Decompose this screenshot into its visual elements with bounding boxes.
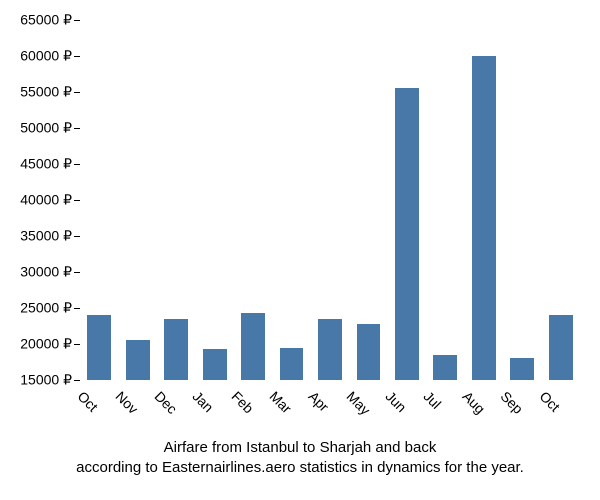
- x-tick-label: Sep: [498, 388, 527, 417]
- bar: [164, 319, 188, 380]
- y-tick-label: 65000 ₽: [20, 12, 80, 29]
- bar: [395, 88, 419, 380]
- x-tick-label: Aug: [459, 388, 488, 417]
- bar: [87, 315, 111, 380]
- caption-line-2: according to Easternairlines.aero statis…: [0, 458, 600, 478]
- bar: [203, 349, 227, 380]
- bar: [126, 340, 150, 380]
- y-tick-label: 15000 ₽: [20, 372, 80, 389]
- x-tick-label: Oct: [74, 388, 101, 415]
- bar: [318, 319, 342, 380]
- y-tick-label: 35000 ₽: [20, 228, 80, 245]
- x-tick-label: Apr: [305, 388, 332, 415]
- x-tick-label: Mar: [267, 388, 295, 416]
- bar: [241, 313, 265, 380]
- bar: [472, 56, 496, 380]
- x-tick-label: Jul: [421, 388, 445, 412]
- y-tick-label: 20000 ₽: [20, 336, 80, 353]
- x-tick-label: Jun: [382, 388, 409, 415]
- y-tick-label: 25000 ₽: [20, 300, 80, 317]
- bar: [433, 355, 457, 380]
- y-tick-label: 55000 ₽: [20, 84, 80, 101]
- x-tick-label: Oct: [536, 388, 563, 415]
- x-tick-label: Jan: [190, 388, 217, 415]
- bar: [549, 315, 573, 380]
- bar: [510, 358, 534, 380]
- x-tick-label: Feb: [228, 388, 256, 416]
- x-tick-label: Nov: [113, 388, 142, 417]
- bar: [280, 348, 304, 380]
- x-tick-label: May: [344, 388, 374, 418]
- y-tick-label: 50000 ₽: [20, 120, 80, 137]
- bar: [357, 324, 381, 380]
- y-tick-label: 40000 ₽: [20, 192, 80, 209]
- chart-caption: Airfare from Istanbul to Sharjah and bac…: [0, 438, 600, 479]
- y-tick-label: 60000 ₽: [20, 48, 80, 65]
- bars-layer: [80, 20, 580, 380]
- plot-area: 15000 ₽20000 ₽25000 ₽30000 ₽35000 ₽40000…: [80, 20, 580, 380]
- caption-line-1: Airfare from Istanbul to Sharjah and bac…: [0, 438, 600, 458]
- y-tick-label: 30000 ₽: [20, 264, 80, 281]
- x-tick-label: Dec: [151, 388, 180, 417]
- airfare-chart: 15000 ₽ 20000 ₽ 25000 ₽ 30000 ₽ 35000 ₽ 40000…: [0, 0, 600, 500]
- y-tick-label: 45000 ₽: [20, 156, 80, 173]
